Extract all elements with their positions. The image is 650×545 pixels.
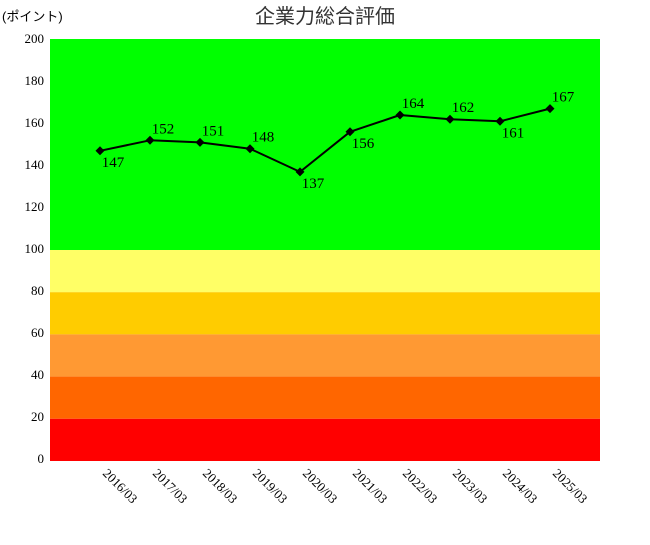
svg-text:161: 161 (502, 125, 525, 141)
svg-text:0: 0 (38, 451, 45, 466)
svg-text:100: 100 (25, 241, 45, 256)
svg-text:137: 137 (302, 176, 325, 192)
svg-text:164: 164 (402, 96, 425, 112)
svg-text:80: 80 (31, 283, 44, 298)
svg-text:120: 120 (25, 199, 45, 214)
svg-text:2018/03: 2018/03 (200, 466, 241, 507)
svg-text:160: 160 (25, 115, 45, 130)
svg-text:167: 167 (552, 90, 575, 106)
svg-text:(ポイント): (ポイント) (2, 9, 63, 24)
svg-text:2019/03: 2019/03 (250, 466, 291, 507)
svg-text:2025/03: 2025/03 (550, 466, 591, 507)
svg-text:2020/03: 2020/03 (300, 466, 341, 507)
svg-text:148: 148 (252, 130, 275, 146)
svg-text:企業力総合評価: 企業力総合評価 (255, 5, 395, 28)
svg-text:200: 200 (25, 31, 45, 46)
svg-text:140: 140 (25, 157, 45, 172)
svg-text:151: 151 (202, 123, 225, 139)
svg-text:2017/03: 2017/03 (150, 466, 191, 507)
svg-text:180: 180 (25, 73, 45, 88)
svg-text:2024/03: 2024/03 (500, 466, 541, 507)
svg-text:2022/03: 2022/03 (400, 466, 441, 507)
svg-text:2023/03: 2023/03 (450, 466, 491, 507)
svg-text:162: 162 (452, 100, 475, 116)
svg-text:40: 40 (31, 367, 44, 382)
svg-text:156: 156 (352, 136, 375, 152)
svg-text:147: 147 (102, 155, 125, 171)
svg-text:152: 152 (152, 121, 175, 137)
svg-text:60: 60 (31, 325, 44, 340)
svg-text:2016/03: 2016/03 (100, 466, 141, 507)
svg-text:20: 20 (31, 409, 44, 424)
svg-text:2021/03: 2021/03 (350, 466, 391, 507)
